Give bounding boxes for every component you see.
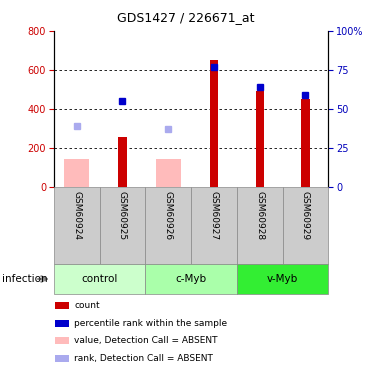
Text: rank, Detection Call = ABSENT: rank, Detection Call = ABSENT xyxy=(74,354,213,363)
Bar xyxy=(55,338,69,344)
Text: infection: infection xyxy=(2,274,47,284)
Bar xyxy=(301,99,309,187)
Text: GSM60924: GSM60924 xyxy=(72,190,81,240)
Bar xyxy=(210,60,218,187)
Bar xyxy=(145,264,237,294)
Text: value, Detection Call = ABSENT: value, Detection Call = ABSENT xyxy=(74,336,218,345)
Text: percentile rank within the sample: percentile rank within the sample xyxy=(74,319,227,328)
Bar xyxy=(155,159,181,187)
Text: GSM60927: GSM60927 xyxy=(210,190,219,240)
Text: GDS1427 / 226671_at: GDS1427 / 226671_at xyxy=(117,11,254,24)
Bar xyxy=(191,187,237,264)
Bar xyxy=(283,187,328,264)
Text: GSM60926: GSM60926 xyxy=(164,190,173,240)
Bar xyxy=(55,302,69,309)
Text: count: count xyxy=(74,301,100,310)
Text: GSM60925: GSM60925 xyxy=(118,190,127,240)
Bar xyxy=(54,264,145,294)
Text: GSM60929: GSM60929 xyxy=(301,190,310,240)
Bar xyxy=(118,137,127,187)
Text: v-Myb: v-Myb xyxy=(267,274,298,284)
Bar xyxy=(55,355,69,362)
Bar xyxy=(237,187,283,264)
Bar xyxy=(54,187,99,264)
Text: control: control xyxy=(81,274,118,284)
Bar xyxy=(237,264,328,294)
Text: c-Myb: c-Myb xyxy=(175,274,207,284)
Text: GSM60928: GSM60928 xyxy=(255,190,264,240)
Bar xyxy=(145,187,191,264)
Bar xyxy=(64,159,89,187)
Bar xyxy=(55,320,69,327)
Bar xyxy=(99,187,145,264)
Bar xyxy=(256,92,264,187)
